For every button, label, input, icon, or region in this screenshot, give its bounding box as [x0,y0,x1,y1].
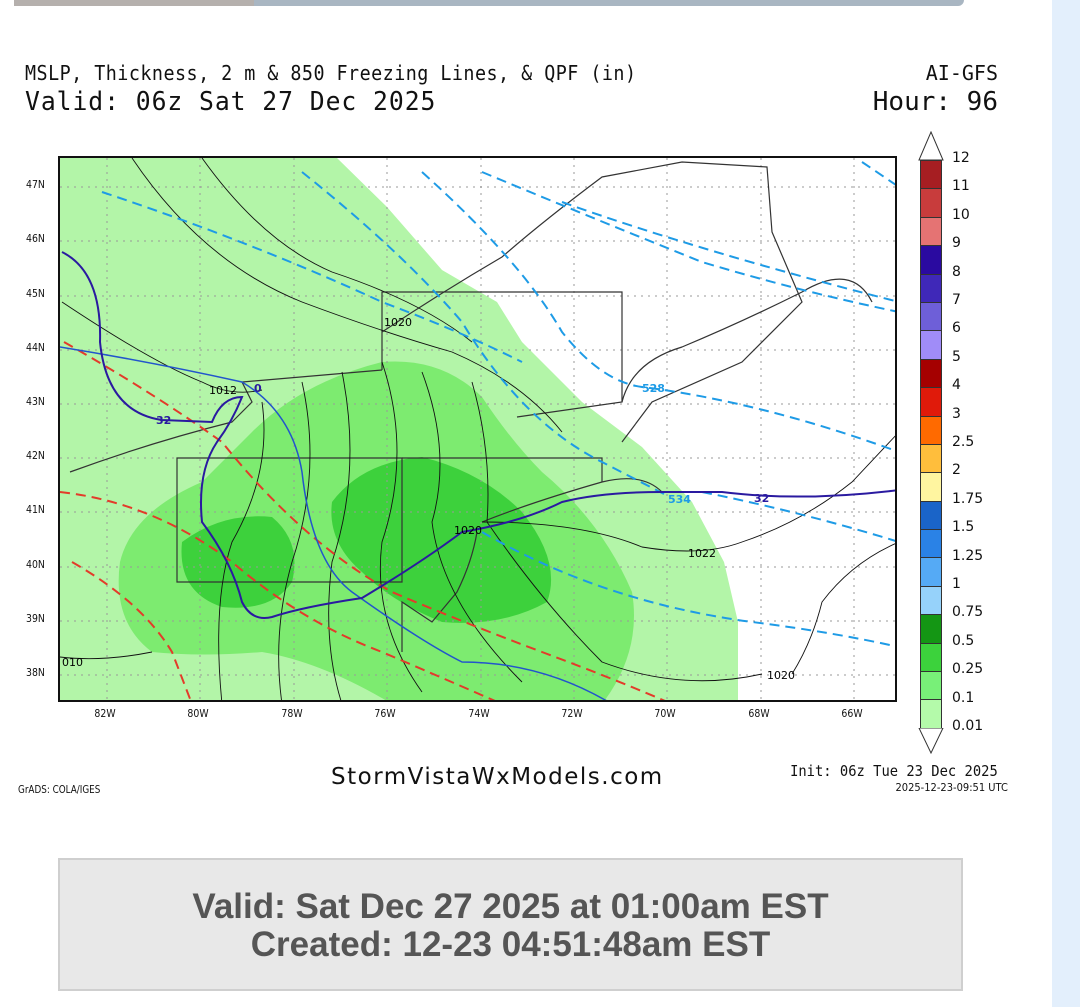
colorbar-swatch [920,615,942,644]
lon-label: 68W [748,707,770,720]
colorbar-label: 0.75 [952,604,984,621]
lon-label: 66W [841,707,863,720]
isobar-label: 1012 [209,384,237,397]
colorbar-swatch [920,302,942,332]
colorbar-swatch [920,161,942,190]
model-name: AI-GFS [925,61,998,85]
freezing-line-2m [61,251,895,619]
colorbar-swatch [920,189,942,218]
lon-label: 82W [94,707,116,720]
lat-label: 45N [26,287,45,300]
isobar-label: 1022 [688,547,716,560]
colorbar-swatch [920,473,942,502]
colorbar-swatch [920,217,942,247]
lon-label: 78W [281,707,303,720]
colorbar-label: 8 [952,263,961,280]
lat-label: 42N [26,449,45,462]
colorbar-label: 0.01 [952,718,984,734]
lon-label: 76W [374,707,396,720]
lon-label: 74W [468,707,490,720]
colorbar-swatch [920,586,942,616]
lon-label: 70W [654,707,676,720]
lat-label: 47N [26,178,45,191]
isobars [60,158,895,700]
colorbar-label: 9 [952,235,961,252]
colorbar-swatch [920,700,942,729]
colorbar-label: 11 [952,178,970,195]
colorbar-label: 2 [952,462,961,479]
lon-label: 80W [187,707,209,720]
colorbar-label: 12 [952,150,970,166]
colorbar-swatch [920,444,942,474]
colorbar-swatch [920,388,942,417]
colorbar-swatch [920,416,942,445]
lat-label: 46N [26,232,45,245]
colorbar-label: 10 [952,206,970,223]
colorbar-top-arrow [918,131,944,161]
lat-label: 44N [26,341,45,354]
isobar-label: 1020 [767,669,795,682]
freezing-line-850 [60,346,607,700]
browser-top-bar [14,0,964,6]
colorbar-label: 0.5 [952,632,975,649]
valid-info-box: Valid: Sat Dec 27 2025 at 01:00am EST Cr… [58,858,963,991]
thickness-lines-warm [60,341,666,700]
colorbar-label: 6 [952,320,961,337]
lon-label: 72W [561,707,583,720]
map-svg: 1020 1012 1020 1022 1020 010 528 534 32 … [60,158,895,700]
valid-time-est: Valid: Sat Dec 27 2025 at 01:00am EST [192,887,829,926]
thickness-lines-cold [101,161,895,648]
colorbar-label: 4 [952,377,961,394]
colorbar-label: 5 [952,348,961,365]
contour-labels: 1020 1012 1020 1022 1020 010 528 534 32 … [62,316,795,682]
colorbar-label: 1.5 [952,519,975,536]
colorbar-swatch [920,558,942,587]
colorbar-label: 3 [952,405,961,422]
created-time: Created: 12-23 04:51:48am EST [250,925,771,964]
weather-map: 1020 1012 1020 1022 1020 010 528 534 32 … [58,156,897,702]
colorbar-label: 7 [952,292,961,308]
colorbar-label: 1 [952,576,961,592]
colorbar-swatch [920,672,942,701]
colorbar-label: 0.1 [952,689,975,706]
lat-label: 40N [26,558,45,571]
init-time: Init: 06z Tue 23 Dec 2025 [790,762,998,780]
freezing-label: 0 [254,382,262,395]
map-title: MSLP, Thickness, 2 m & 850 Freezing Line… [25,61,637,85]
colorbar-swatch [920,530,942,559]
colorbar-swatch [920,501,942,531]
map-valid-time: Valid: 06z Sat 27 Dec 2025 [25,87,437,117]
forecast-hour: Hour: 96 [872,87,998,117]
thickness-label: 528 [642,382,665,395]
isobar-label: 1020 [384,316,412,329]
colorbar-swatch [920,359,942,389]
colorbar-bottom-arrow [918,728,944,754]
grads-credit: GrADS: COLA/IGES [18,783,101,796]
lat-label: 39N [26,612,45,625]
isobar-label: 010 [62,656,83,669]
lat-label: 41N [26,503,45,516]
isobar-label: 1020 [454,524,482,537]
page-side-strip [1052,0,1080,1007]
freezing-label: 32 [754,492,769,505]
colorbar-label: 0.25 [952,661,984,678]
freezing-label: 32 [156,414,171,427]
colorbar-swatch [920,274,942,303]
thickness-label: 534 [668,493,691,506]
political-borders [69,161,873,652]
colorbar-label: 2.5 [952,434,975,450]
render-timestamp: 2025-12-23-09:51 UTC [895,781,1008,794]
colorbar-swatch [920,643,942,673]
colorbar-swatch [920,331,942,360]
colorbar-label: 1.25 [952,547,984,564]
top-bar-segment [14,0,254,6]
lat-label: 38N [26,666,45,679]
qpf-colorbar [920,160,942,729]
colorbar-swatch [920,246,942,275]
colorbar-label: 1.75 [952,490,984,507]
qpf-heavy-area-east [331,457,552,623]
site-watermark: StormVistaWxModels.com [331,764,664,790]
qpf-heavy-area-west [181,516,295,608]
lat-label: 43N [26,395,45,408]
